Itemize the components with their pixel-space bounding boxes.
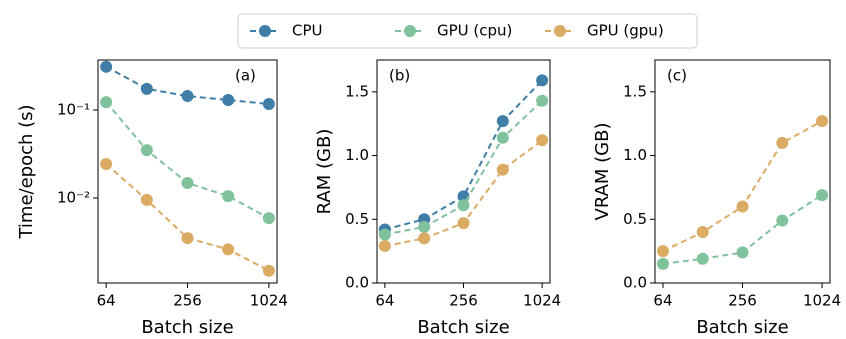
point [222,93,235,106]
point [378,228,391,241]
point [140,144,153,157]
point [222,243,235,256]
point [496,115,509,128]
series-line [384,100,543,236]
y-tick-label: 0.0 [623,274,647,292]
point [378,240,391,253]
point [696,252,709,265]
point [496,131,509,144]
legend-marker [404,25,416,37]
legend-label: GPU (cpu) [437,22,512,40]
y-tick-label: 1.0 [623,146,647,164]
point [536,74,549,87]
y-tick-label: 0.0 [345,274,369,292]
point [656,257,669,270]
axes-frame [97,59,278,284]
axes-frame [376,59,551,284]
x-axis-label: Batch size [417,317,509,338]
x-tick-label: 1024 [523,292,561,310]
point [536,94,549,107]
x-tick-label: 1024 [803,292,841,310]
x-tick-label: 256 [449,292,478,310]
point [457,217,470,230]
point [457,199,470,212]
point [181,232,194,245]
y-tick-label: 0.5 [345,210,369,228]
point [181,90,194,103]
y-tick-label: 1.0 [345,146,369,164]
point [181,176,194,189]
annotation: (b) [389,67,410,85]
point [100,158,113,171]
x-axis-label: Batch size [141,317,233,338]
point [140,82,153,95]
point [496,163,509,176]
point [262,212,275,225]
x-tick-label: 1024 [250,292,288,310]
x-tick-label: 256 [728,292,757,310]
point [262,97,275,110]
annotation: (c) [667,67,687,85]
x-axis-label: Batch size [696,317,788,338]
series-line [105,65,269,105]
y-axis-label: VRAM (GB) [592,123,613,221]
point [140,193,153,206]
point [736,246,749,259]
point [418,220,431,233]
point [536,134,549,147]
point [262,264,275,277]
legend-label: CPU [292,22,323,40]
point [776,214,789,227]
point [736,200,749,213]
y-axis-label: RAM (GB) [314,129,335,215]
y-tick-label: 1.5 [345,82,369,100]
legend-marker [259,25,271,37]
y-tick-label: 0.5 [623,210,647,228]
point [816,115,829,128]
annotation: (a) [235,67,256,85]
point [656,245,669,258]
x-tick-label: 256 [173,292,202,310]
y-tick-label: 10⁻² [57,188,90,206]
legend-box [237,13,698,49]
point [100,60,113,73]
point [776,136,789,149]
y-tick-label: 10⁻¹ [57,100,90,118]
point [222,190,235,203]
series-line [662,120,823,253]
legend-label: GPU (gpu) [587,22,664,40]
y-tick-label: 1.5 [623,82,647,100]
legend-marker [554,25,566,37]
point [100,96,113,109]
point [816,189,829,202]
axes-frame [654,59,831,284]
point [418,232,431,245]
series-line [105,101,270,220]
point [696,226,709,239]
y-axis-label: Time/epoch (s) [16,104,37,239]
x-tick-label: 64 [97,292,116,310]
x-tick-label: 64 [375,292,394,310]
x-tick-label: 64 [653,292,672,310]
